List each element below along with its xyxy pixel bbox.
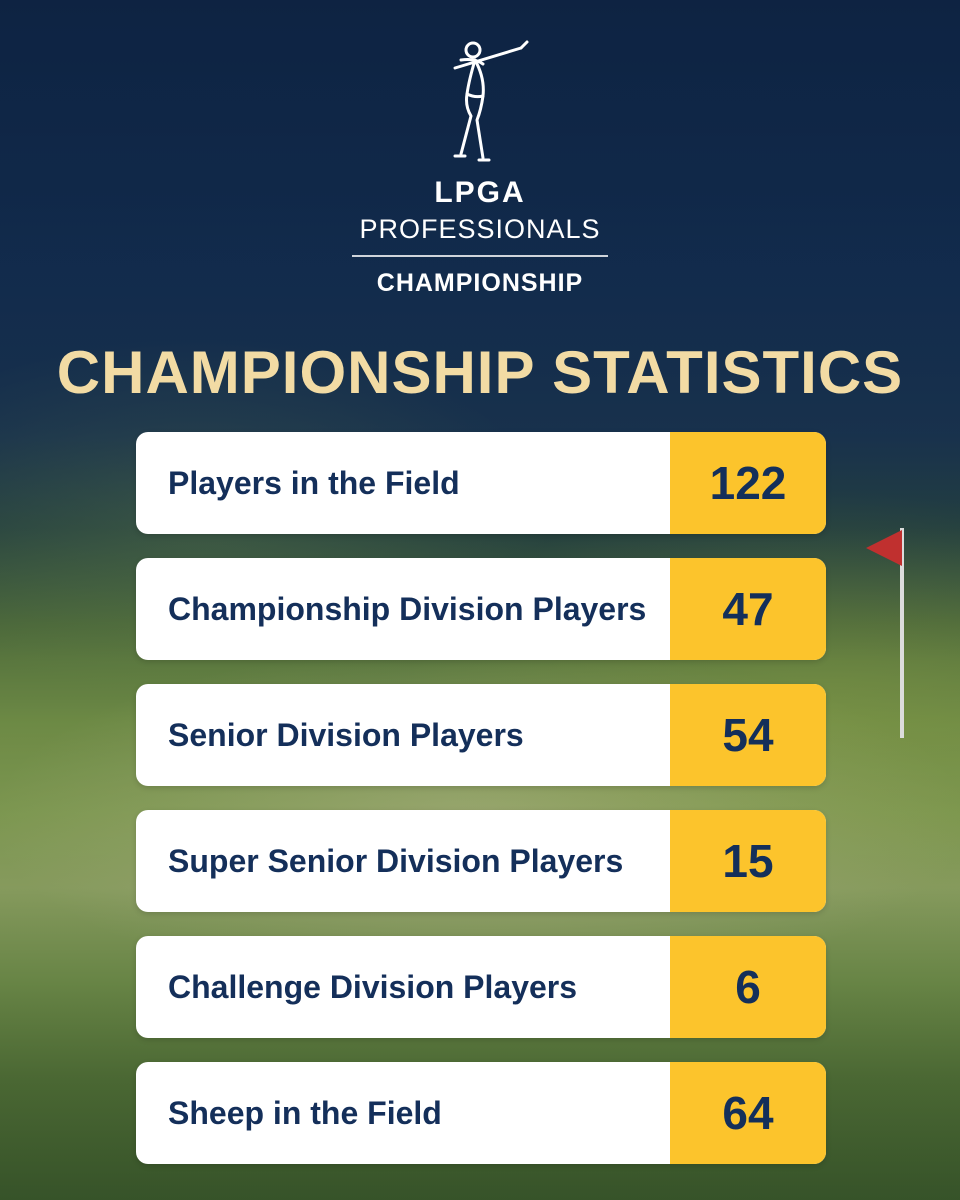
stat-row-sheep-in-field: Sheep in the Field 64 (136, 1062, 826, 1164)
stat-value: 54 (670, 684, 826, 786)
stat-label: Championship Division Players (168, 590, 647, 627)
stat-value: 47 (670, 558, 826, 660)
stat-row-players-in-field: Players in the Field 122 (136, 432, 826, 534)
logo-divider (352, 255, 608, 257)
stat-label: Players in the Field (168, 464, 460, 501)
stat-row-senior-division: Senior Division Players 54 (136, 684, 826, 786)
stat-label: Sheep in the Field (168, 1094, 442, 1131)
stat-row-super-senior-division: Super Senior Division Players 15 (136, 810, 826, 912)
stats-list: Players in the Field 122 Championship Di… (136, 432, 826, 1188)
page-title: CHAMPIONSHIP STATISTICS (56, 339, 904, 406)
flag-icon (866, 530, 902, 566)
stat-row-championship-division: Championship Division Players 47 (136, 558, 826, 660)
stat-row-challenge-division: Challenge Division Players 6 (136, 936, 826, 1038)
stat-label: Challenge Division Players (168, 968, 578, 1005)
lpga-logo: LPGA PROFESSIONALS CHAMPIONSHIP (0, 30, 960, 298)
golfer-logo-icon (453, 40, 529, 162)
stat-value: 15 (670, 810, 826, 912)
stat-value: 64 (670, 1062, 826, 1164)
stat-value: 6 (670, 936, 826, 1038)
stat-label: Super Senior Division Players (168, 842, 624, 879)
logo-championship: CHAMPIONSHIP (376, 269, 584, 297)
stat-value: 122 (670, 432, 826, 534)
flag-pole (900, 528, 904, 738)
logo-professionals: PROFESSIONALS (359, 214, 601, 244)
stat-label: Senior Division Players (168, 716, 524, 753)
logo-brand: LPGA (434, 176, 526, 209)
